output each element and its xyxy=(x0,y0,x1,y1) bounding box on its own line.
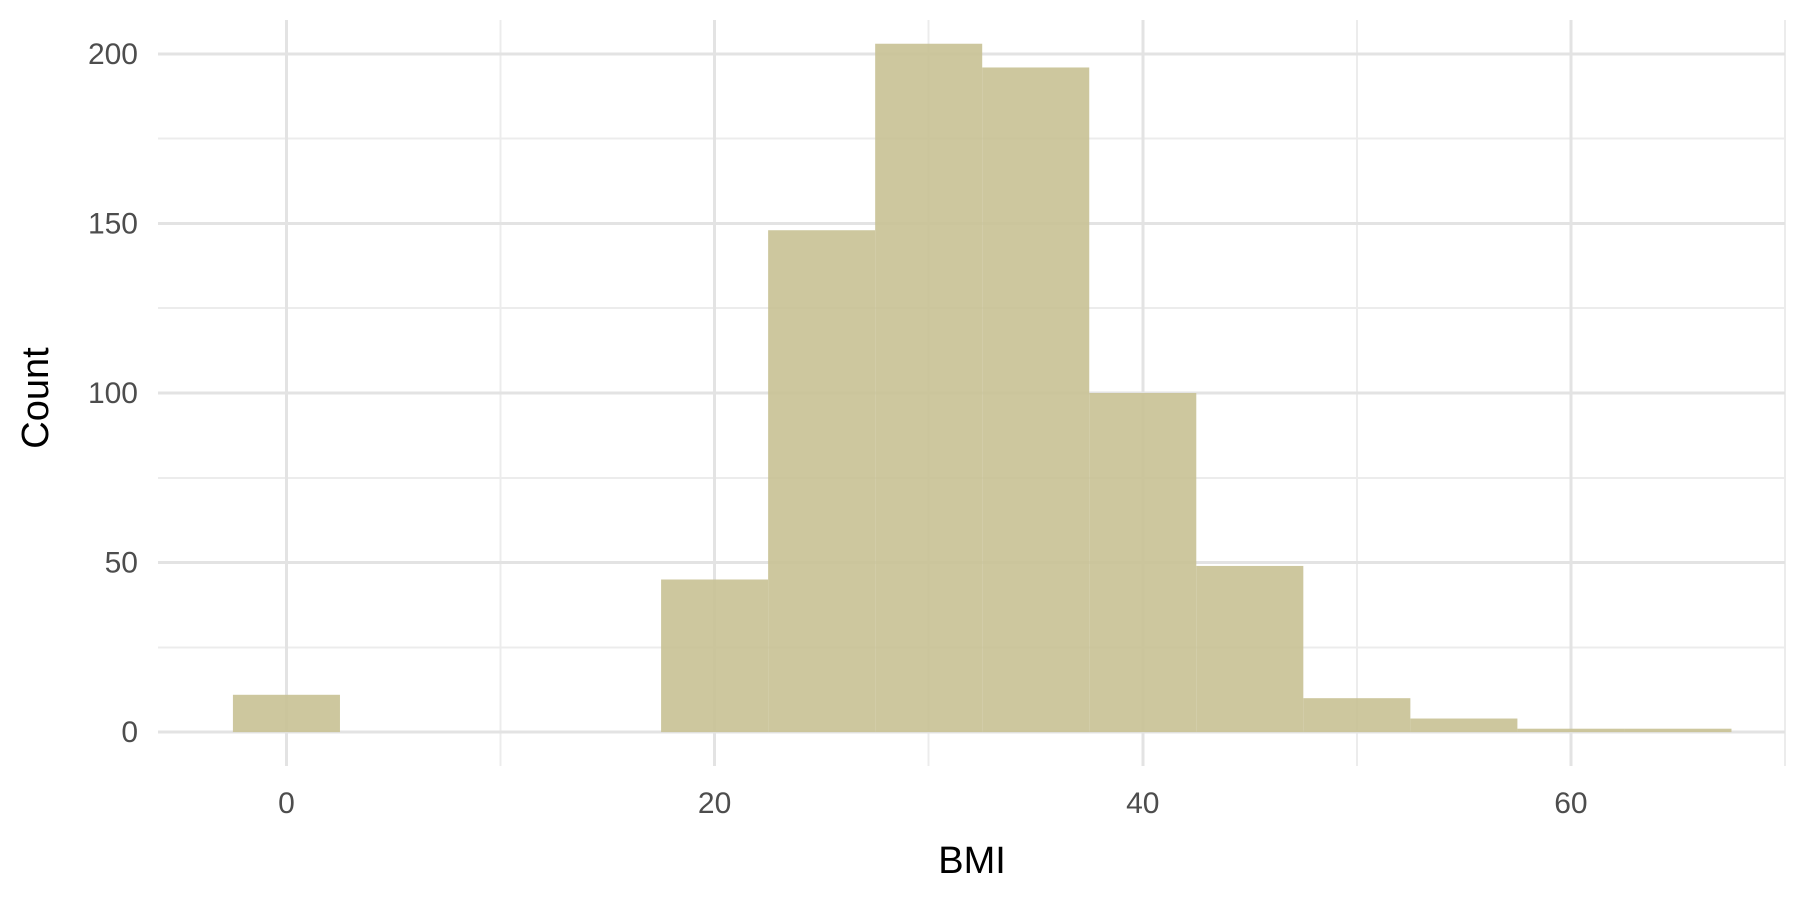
histogram-bar xyxy=(1303,698,1411,733)
histogram-bar xyxy=(1410,718,1518,733)
histogram-bar xyxy=(982,67,1090,733)
y-tick-label: 0 xyxy=(121,716,138,749)
x-axis-title: BMI xyxy=(938,840,1006,882)
x-tick-label: 40 xyxy=(1126,787,1159,820)
y-tick-label: 50 xyxy=(105,547,138,580)
y-tick-label: 150 xyxy=(88,207,138,240)
histogram-bar xyxy=(1196,565,1304,733)
histogram-bar xyxy=(768,230,876,733)
histogram-bar xyxy=(1089,393,1197,733)
x-tick-label: 60 xyxy=(1554,787,1587,820)
histogram-bar xyxy=(1517,728,1625,733)
y-tick-label: 200 xyxy=(88,38,138,71)
x-tick-label: 20 xyxy=(698,787,731,820)
y-tick-label: 100 xyxy=(88,377,138,410)
x-tick-label: 0 xyxy=(278,787,295,820)
histogram-bar xyxy=(1624,728,1732,733)
bars-layer xyxy=(232,43,1732,733)
histogram-bar xyxy=(661,579,769,733)
histogram-bar xyxy=(875,43,983,733)
tick-label-layer: 0 20 40 60 0 50 100 150 200 xyxy=(88,38,1588,820)
histogram-bar xyxy=(232,694,340,733)
y-axis-title: Count xyxy=(15,347,57,449)
